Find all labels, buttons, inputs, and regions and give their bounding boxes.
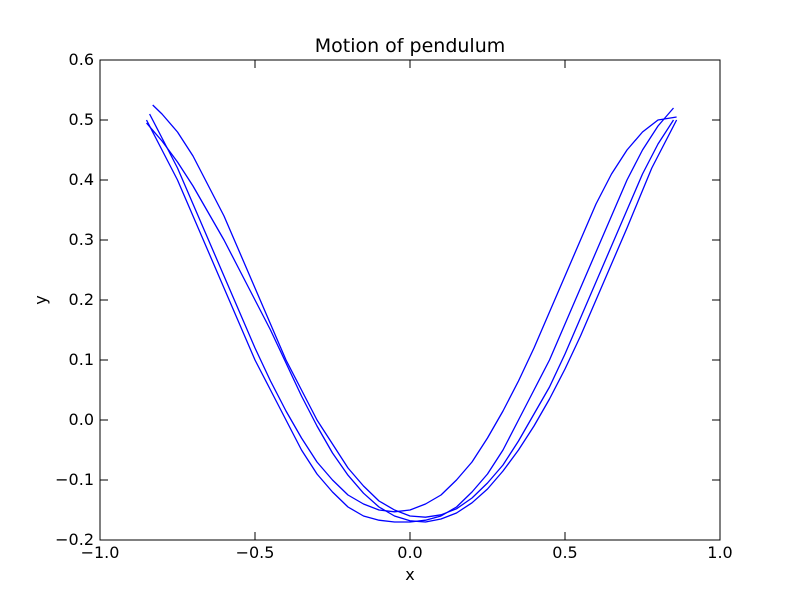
y-tick-label: 0.4: [69, 170, 94, 189]
y-tick-label: 0.1: [69, 350, 94, 369]
y-tick-label: −0.1: [55, 470, 94, 489]
plot-area: [100, 60, 720, 540]
series-line-2: [152, 104, 675, 518]
x-tick-label: −0.5: [236, 543, 275, 562]
series-line-4: [146, 119, 678, 523]
y-tick-label: 0.3: [69, 230, 94, 249]
y-tick-label: 0.2: [69, 290, 94, 309]
y-tick-label: −0.2: [55, 530, 94, 549]
plot-frame: [99, 59, 721, 541]
x-axis-label: x: [405, 565, 414, 584]
y-tick-label: 0.5: [69, 110, 94, 129]
ticks-layer: −1.0 −0.5 0.0 0.5 1.0 −0.2 −0.1 0.0 0.1 0.2 0.3 0.4…: [55, 50, 733, 562]
chart-title: Motion of pendulum: [315, 35, 506, 57]
series-line-1: [145, 107, 674, 523]
x-tick-label: −1.0: [81, 543, 120, 562]
y-tick-label: 0.6: [69, 50, 94, 69]
y-axis-label: y: [31, 295, 50, 304]
x-tick-label: 1.0: [707, 543, 732, 562]
x-tick-label: 0.0: [397, 543, 422, 562]
x-tick-label: 0.5: [552, 543, 577, 562]
series-line-3: [149, 113, 677, 513]
y-tick-label: 0.0: [69, 410, 94, 429]
series-layer: [145, 104, 678, 523]
